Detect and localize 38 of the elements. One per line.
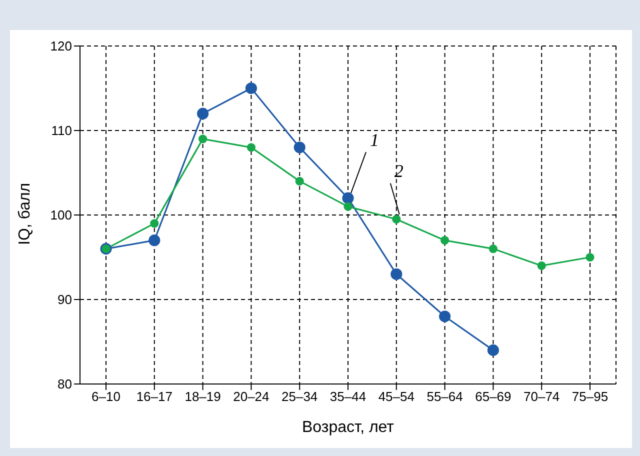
y-tick-label: 80 <box>58 376 72 392</box>
x-tick-label: 65–69 <box>475 389 512 404</box>
point <box>487 344 499 356</box>
x-tick-label: 55–64 <box>426 389 463 404</box>
point <box>342 192 354 204</box>
y-tick-label: 120 <box>50 38 72 54</box>
y-axis-title: IQ, балл <box>16 182 34 245</box>
series-label: 2 <box>394 161 404 182</box>
x-tick-label: 6–10 <box>92 389 120 404</box>
y-tick-label: 90 <box>58 292 72 308</box>
point <box>197 108 209 120</box>
point <box>245 82 257 94</box>
point <box>246 143 256 152</box>
point <box>537 261 546 270</box>
x-tick-label: 70–74 <box>524 389 560 404</box>
x-tick-label: 20–24 <box>233 389 270 404</box>
x-tick-label: 18–19 <box>184 389 221 404</box>
point <box>439 310 451 322</box>
point <box>198 134 208 144</box>
point <box>148 234 160 246</box>
y-tick-label: 100 <box>50 208 72 223</box>
point <box>586 252 594 262</box>
point <box>295 176 304 186</box>
x-tick-label: 25–34 <box>282 389 318 404</box>
point <box>150 219 159 228</box>
point <box>440 236 450 245</box>
x-tick-label: 35–44 <box>330 389 366 404</box>
point <box>344 202 352 211</box>
point <box>390 268 402 280</box>
point <box>392 214 401 224</box>
y-tick-label: 110 <box>51 123 72 138</box>
x-tick-label: 75–95 <box>572 389 608 404</box>
x-tick-label: 16–17 <box>136 389 172 404</box>
x-axis-title: Возраст, лет <box>302 419 395 436</box>
point <box>488 244 498 254</box>
text: 1 <box>370 130 379 150</box>
point <box>294 142 306 154</box>
x-tick-label: 45–54 <box>378 389 414 404</box>
